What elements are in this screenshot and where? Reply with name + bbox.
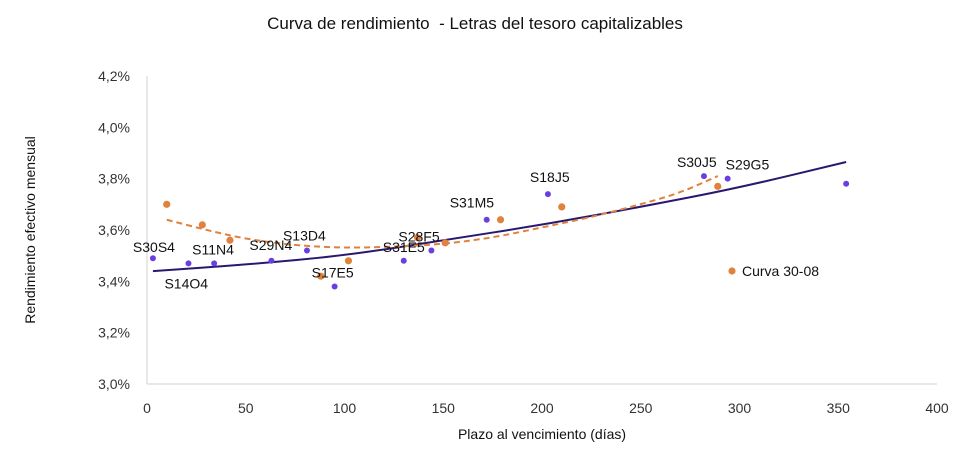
x-tick-label: 50: [238, 400, 254, 416]
point-previous: [558, 203, 566, 211]
point-label: S14O4: [164, 275, 208, 291]
point-previous: [714, 182, 722, 190]
x-tick-label: 0: [143, 400, 151, 416]
y-tick-label: 3,4%: [98, 273, 130, 289]
data-points: [149, 173, 850, 290]
point-label: S30J5: [677, 154, 717, 170]
tick-labels: 0 50 100 150 200 250 300 350 400 3,0% 3,2% 3,4% 3,6%…: [98, 68, 949, 416]
x-tick-label: 350: [827, 400, 851, 416]
point-previous: [317, 272, 325, 280]
point-label: S29N4: [249, 237, 292, 253]
x-tick-label: 150: [432, 400, 456, 416]
point-label: S31M5: [450, 195, 495, 211]
point-label: S13D4: [283, 228, 326, 244]
point-current: [428, 247, 435, 254]
point-current: [724, 175, 731, 182]
y-tick-label: 3,8%: [98, 171, 130, 187]
point-previous: [344, 257, 353, 265]
point-previous: [413, 234, 422, 242]
point-previous: [163, 200, 171, 208]
point-current: [268, 257, 275, 264]
legend-marker: [728, 267, 736, 275]
y-tick-label: 3,2%: [98, 325, 130, 341]
x-tick-label: 400: [925, 400, 949, 416]
point-label: S17E5: [312, 264, 354, 280]
point-previous: [198, 221, 206, 229]
chart-title: Curva de rendimiento - Letras del tesoro…: [267, 14, 683, 33]
axes: [146, 76, 937, 385]
point-current: [149, 255, 156, 262]
point-label: S29G5: [726, 157, 770, 173]
x-tick-label: 100: [333, 400, 357, 416]
point-label: S30S4: [133, 239, 175, 255]
point-current: [331, 283, 338, 290]
point-current: [843, 180, 850, 187]
y-tick-label: 3,0%: [98, 376, 130, 392]
y-tick-label: 3,6%: [98, 222, 130, 238]
point-previous: [226, 236, 234, 244]
y-tick-label: 4,2%: [98, 68, 130, 84]
point-label: S11N4: [192, 241, 234, 257]
x-tick-label: 200: [530, 400, 554, 416]
point-current: [400, 257, 407, 264]
x-tick-label: 300: [728, 400, 752, 416]
point-label: S28F5: [398, 229, 439, 245]
legend: Curva 30-08: [728, 263, 819, 279]
trendlines: [152, 161, 847, 273]
y-tick-label: 4,0%: [98, 119, 130, 135]
point-label: S18J5: [530, 169, 570, 185]
point-current: [544, 191, 551, 198]
legend-label: Curva 30-08: [742, 263, 819, 279]
x-axis-label: Plazo al vencimiento (días): [457, 426, 627, 442]
point-current: [483, 216, 490, 223]
point-current: [700, 173, 707, 180]
point-current: [211, 260, 218, 267]
trendline-previous: [166, 175, 719, 249]
point-label: S31E5: [383, 239, 425, 255]
trendline-current: [152, 161, 847, 273]
point-current: [303, 247, 310, 254]
point-previous: [496, 216, 505, 224]
point-previous: [441, 239, 449, 247]
x-tick-label: 250: [629, 400, 653, 416]
point-current: [185, 260, 192, 267]
